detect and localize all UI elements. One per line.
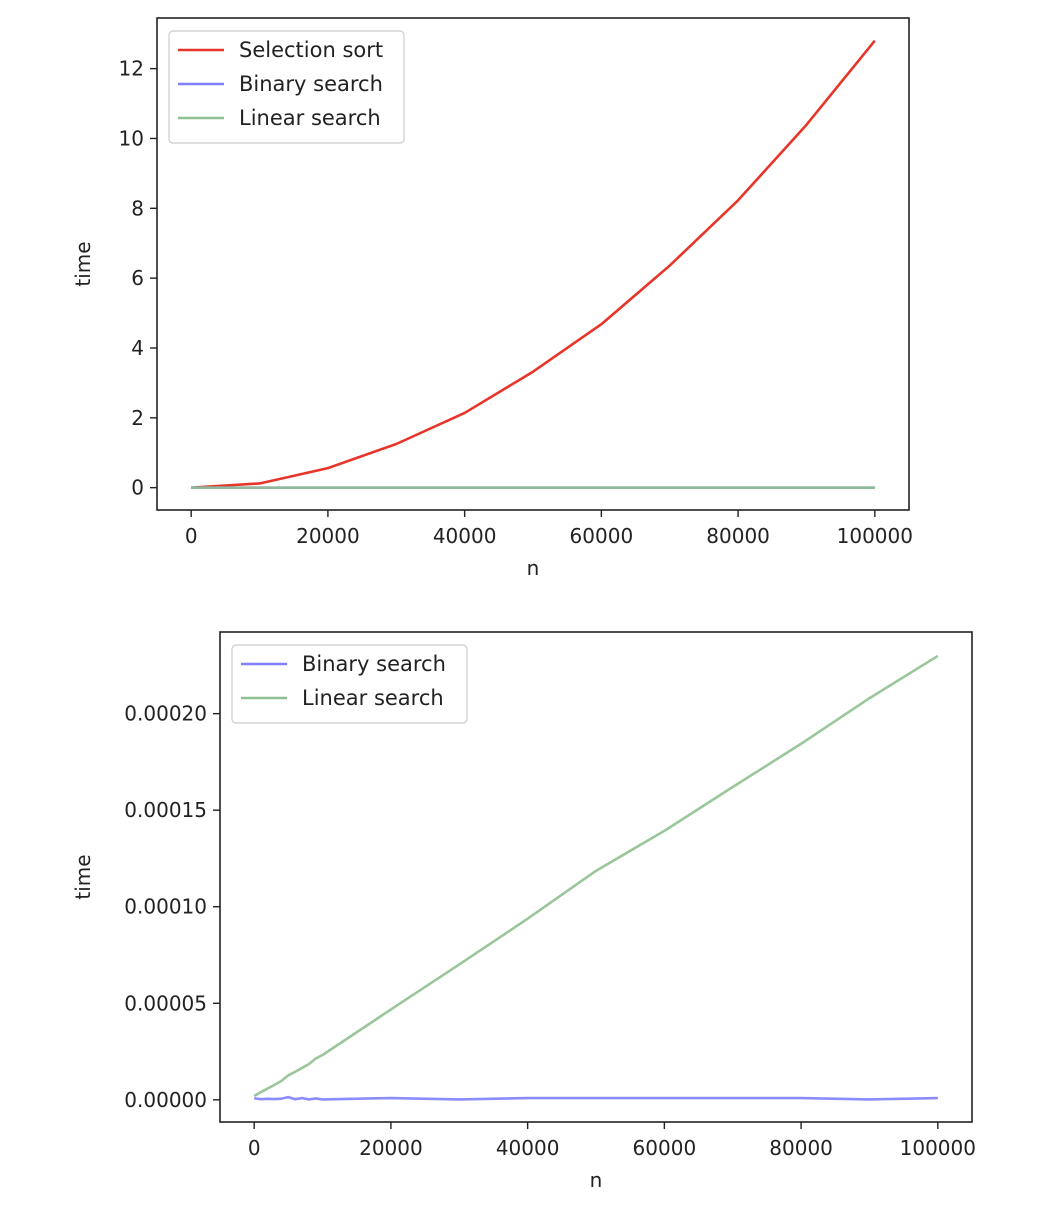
legend-label: Linear search bbox=[302, 686, 444, 710]
legend-label: Linear search bbox=[239, 106, 381, 130]
y-tick-label: 0.00000 bbox=[124, 1088, 207, 1112]
y-tick-label: 6 bbox=[131, 266, 144, 290]
y-axis-label: time bbox=[71, 241, 95, 286]
x-tick-label: 20000 bbox=[359, 1136, 423, 1160]
y-tick-label: 2 bbox=[131, 406, 144, 430]
x-tick-label: 60000 bbox=[570, 524, 634, 548]
legend-label: Binary search bbox=[302, 652, 446, 676]
x-tick-label: 40000 bbox=[496, 1136, 560, 1160]
series-line-binary-search bbox=[253, 1095, 938, 1101]
legend: Selection sort Binary search Linear search bbox=[168, 30, 405, 144]
legend-label: Binary search bbox=[239, 72, 383, 96]
chart-bottom: 0 20000 40000 60000 80000 100000 0.00000 0.0000… bbox=[71, 631, 976, 1192]
x-tick-label: 100000 bbox=[900, 1136, 976, 1160]
x-axis-label: n bbox=[527, 556, 540, 580]
y-tick-label: 0.00020 bbox=[124, 702, 207, 726]
x-tick-label: 80000 bbox=[706, 524, 770, 548]
chart-top: 0 20000 40000 60000 80000 100000 0 2 4 6 8 10 12 n tim… bbox=[71, 17, 913, 580]
y-tick-label: 0.00005 bbox=[124, 991, 207, 1015]
plot-frame bbox=[156, 17, 910, 511]
x-tick-label: 40000 bbox=[433, 524, 497, 548]
x-tick-label: 60000 bbox=[633, 1136, 697, 1160]
legend-box bbox=[168, 30, 405, 144]
legend-label: Selection sort bbox=[239, 38, 383, 62]
x-tick-label: 0 bbox=[185, 524, 198, 548]
y-tick-label: 10 bbox=[119, 126, 144, 150]
y-axis-label: time bbox=[71, 854, 95, 899]
plot-area bbox=[253, 654, 939, 1101]
legend: Binary search Linear search bbox=[231, 644, 468, 724]
x-tick-label: 0 bbox=[248, 1136, 261, 1160]
y-tick-label: 0.00010 bbox=[124, 895, 207, 919]
legend-box bbox=[231, 644, 468, 724]
plot-frame bbox=[219, 631, 973, 1123]
x-tick-label: 100000 bbox=[837, 524, 913, 548]
x-axis-label: n bbox=[590, 1168, 603, 1192]
y-tick-label: 4 bbox=[131, 336, 144, 360]
plot-area bbox=[191, 39, 876, 489]
series-line-linear-search bbox=[253, 654, 939, 1098]
x-tick-label: 20000 bbox=[296, 524, 360, 548]
y-tick-label: 12 bbox=[119, 57, 144, 81]
series-line-selection-sort bbox=[191, 39, 876, 489]
y-tick-label: 0 bbox=[131, 476, 144, 500]
x-tick-label: 80000 bbox=[769, 1136, 833, 1160]
y-tick-label: 8 bbox=[131, 196, 144, 220]
y-tick-label: 0.00015 bbox=[124, 798, 207, 822]
